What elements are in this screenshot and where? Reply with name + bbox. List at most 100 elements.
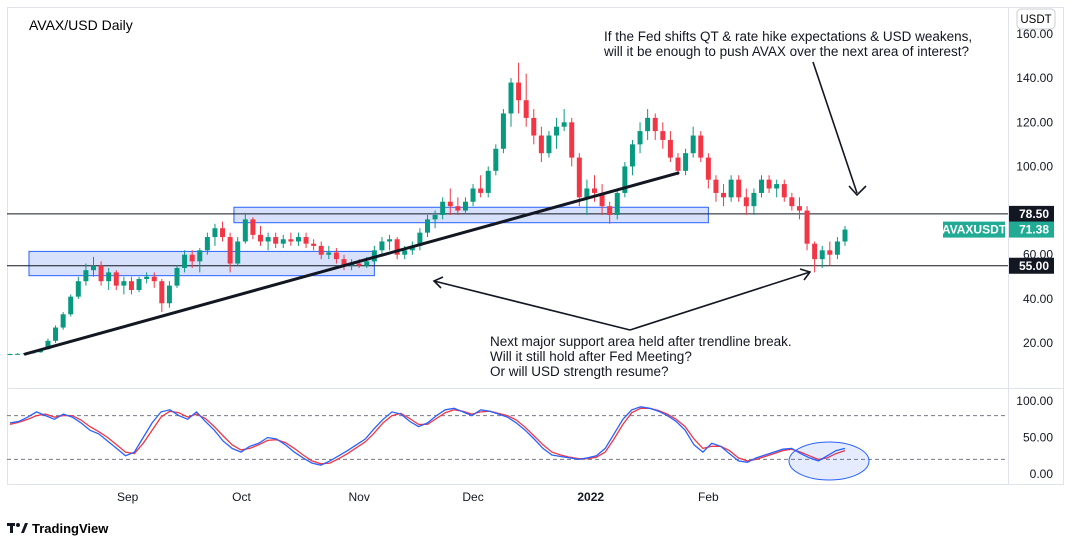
candle-body (690, 135, 696, 154)
level-price-tag-0 (1009, 205, 1054, 222)
price-tick-label: 140.00 (1016, 71, 1053, 85)
arrow-to-resistance (812, 61, 867, 197)
candle-body (455, 206, 461, 211)
candle-body (546, 135, 552, 154)
candle-body (538, 135, 544, 154)
candle-body (592, 188, 597, 193)
symbol-tag (943, 221, 1005, 238)
candle-body (128, 281, 134, 291)
candle-body (303, 237, 309, 244)
chart-title: AVAX/USD Daily (29, 17, 133, 33)
candle-body (584, 188, 590, 198)
candle-body (189, 254, 195, 262)
annotation-top-line2: will it be enough to push AVAX over the … (603, 44, 969, 59)
time-tick-label: Feb (698, 490, 719, 504)
candle-body (478, 188, 484, 193)
price-tick-label: 100.00 (1016, 159, 1053, 173)
candle-body (280, 239, 286, 244)
candle-body (68, 296, 74, 315)
price-tick-label: 120.00 (1016, 115, 1053, 129)
annotation-bottom-line1: Next major support area held after trend… (490, 334, 792, 349)
candles-layer (7, 62, 848, 356)
arrow-support-left (432, 276, 631, 331)
price-tick-label: 160.00 (1016, 27, 1053, 41)
candle-body (60, 314, 66, 328)
candle-body (531, 117, 537, 136)
candle-body (485, 170, 491, 193)
candle-body (91, 265, 96, 271)
level-price-tag-label: 78.50 (1019, 207, 1049, 221)
last-price-tag (1009, 221, 1054, 238)
candle-body (394, 239, 400, 255)
price-axis-ticks: 160.00140.00120.00100.0080.0060.0040.002… (1016, 27, 1053, 350)
candle-body (667, 139, 673, 158)
time-tick-label: Oct (232, 490, 251, 504)
candle-body (273, 237, 279, 244)
annotation-top-line1: If the Fed shifts QT & rate hike expecta… (604, 29, 972, 44)
candle-body (212, 228, 218, 238)
candle-body (683, 153, 689, 171)
candle-body (136, 278, 142, 291)
price-tick-label: 40.00 (1023, 292, 1053, 306)
candle-body (402, 250, 408, 255)
candle-body (182, 254, 188, 268)
candle-body (144, 276, 150, 279)
annotation-bottom-line3: Or will USD strength resume? (490, 364, 669, 379)
time-axis-ticks: Sep Oct Nov Dec 2022 Feb (117, 490, 719, 504)
candle-body (341, 259, 347, 266)
candle-body (288, 239, 294, 242)
candle-body (622, 166, 628, 193)
candle-body (759, 179, 764, 193)
level-price-tag-label: 55.00 (1019, 259, 1049, 273)
oscillator-line-d (9, 407, 846, 465)
candle-body (842, 229, 848, 242)
candle-body (675, 157, 681, 171)
symbol-tag-label: AVAXUSDT (942, 223, 1007, 237)
candle-body (83, 270, 89, 282)
candle-body (516, 82, 522, 101)
candle-body (789, 197, 795, 207)
candle-body (227, 237, 233, 264)
candle-body (197, 250, 203, 262)
oscillator-tick-label: 50.00 (1023, 431, 1053, 445)
candle-body (265, 237, 271, 242)
time-tick-label: Dec (462, 490, 483, 504)
candle-body (599, 192, 605, 207)
candle-body (736, 179, 742, 198)
candle-body (98, 265, 104, 282)
candle-body (812, 243, 818, 260)
candle-body (113, 272, 119, 286)
candle-body (508, 82, 514, 114)
candle-body (751, 192, 757, 207)
tradingview-logo[interactable]: TradingView (7, 521, 109, 536)
oscillator-tick-label: 0.00 (1030, 467, 1054, 481)
currency-button-label: USDT (1020, 14, 1051, 26)
candle-body (318, 245, 324, 255)
candle-body (326, 252, 332, 255)
oscillator-highlight (788, 441, 870, 481)
oscillator-tick-label: 100.00 (1016, 394, 1053, 408)
candle-body (106, 272, 112, 282)
candle-body (554, 126, 560, 136)
candle-body (698, 135, 704, 158)
candle-body (15, 353, 21, 355)
candle-body (258, 234, 263, 242)
candle-body (174, 267, 180, 286)
candle-body (500, 113, 506, 149)
candle-body (645, 117, 651, 132)
arrow-support-right (629, 268, 812, 331)
candle-body (827, 250, 833, 255)
time-tick-label: 2022 (577, 490, 604, 504)
candle-body (660, 131, 666, 140)
candle-body (576, 157, 582, 198)
candle-body (151, 276, 157, 282)
currency-button[interactable]: USDT (1016, 8, 1056, 30)
candle-body (637, 131, 643, 145)
trendline-layer (23, 171, 680, 356)
price-tick-label: 20.00 (1023, 336, 1053, 350)
time-tick-label: Nov (349, 490, 370, 504)
candle-body (417, 232, 423, 246)
oscillator-line-k (9, 406, 846, 466)
support-resistance-zone-0 (233, 206, 709, 224)
